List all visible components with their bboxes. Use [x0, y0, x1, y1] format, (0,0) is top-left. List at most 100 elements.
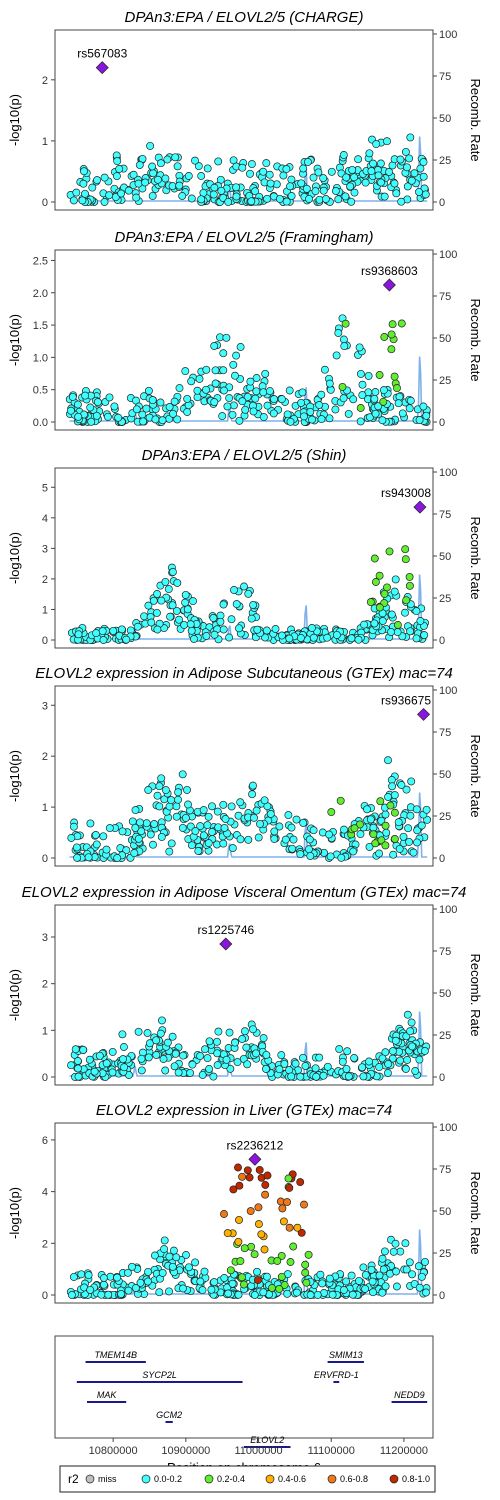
- snp-point-ld: [277, 1272, 286, 1281]
- snp-point-ld: [388, 320, 397, 329]
- snp-point: [161, 174, 170, 183]
- snp-point: [306, 852, 315, 860]
- snp-point: [115, 165, 124, 173]
- snp-point: [334, 195, 343, 204]
- snp-point-ld: [390, 835, 399, 843]
- snp-point: [80, 167, 88, 176]
- recomb-tick-label: 100: [439, 249, 457, 261]
- snp-point: [137, 827, 146, 836]
- snp-point: [167, 839, 176, 848]
- legend-label: miss: [98, 1474, 117, 1484]
- snp-point: [191, 827, 200, 836]
- snp-point: [323, 1062, 332, 1071]
- snp-point: [170, 1062, 179, 1071]
- snp-point-ld: [260, 1245, 269, 1254]
- snp-point: [131, 806, 140, 815]
- snp-point: [165, 403, 174, 411]
- snp-point: [331, 187, 340, 195]
- snp-point: [143, 1029, 152, 1037]
- snp-point: [315, 401, 324, 409]
- snp-point: [155, 782, 164, 791]
- snp-point: [213, 1061, 222, 1070]
- snp-point: [134, 834, 143, 843]
- snp-point: [138, 410, 147, 419]
- legend-swatch: [85, 1474, 95, 1484]
- snp-point: [342, 173, 351, 182]
- y-tick-label: 4: [42, 1187, 48, 1199]
- snp-point-ld: [387, 345, 396, 354]
- snp-point: [163, 155, 172, 164]
- snp-point-ld: [377, 836, 386, 845]
- snp-point: [271, 625, 280, 633]
- snp-points: [67, 545, 429, 644]
- y-tick-label: 0: [42, 1290, 48, 1302]
- snp-point: [220, 823, 229, 832]
- snp-point: [405, 837, 414, 846]
- snp-point: [203, 1054, 212, 1063]
- recomb-tick-label: 100: [439, 29, 457, 41]
- snp-point: [406, 396, 415, 405]
- y-axis-label: -log10(p): [7, 1187, 22, 1239]
- snp-point: [344, 1072, 353, 1081]
- snp-point: [78, 196, 87, 205]
- snp-point: [262, 1050, 271, 1059]
- snp-point: [252, 806, 261, 815]
- snp-point-ld: [239, 1280, 248, 1289]
- snp-point: [296, 850, 305, 859]
- snp-point: [381, 1282, 390, 1291]
- snp-point: [387, 610, 396, 619]
- snp-point: [72, 188, 81, 197]
- snp-point: [404, 824, 413, 833]
- snp-point-ld: [387, 330, 396, 339]
- panel-title: ELOVL2 expression in Liver (GTEx) mac=74: [96, 1102, 392, 1119]
- snp-point: [384, 756, 392, 765]
- snp-point: [292, 815, 301, 824]
- snp-point: [349, 395, 358, 404]
- snp-point: [213, 807, 222, 816]
- snp-point: [157, 596, 166, 605]
- plot-frame: [54, 467, 434, 649]
- snp-point: [222, 1055, 231, 1064]
- snp-point: [367, 167, 376, 176]
- snp-point: [69, 822, 78, 831]
- y-tick-label: 2: [42, 1238, 48, 1250]
- snp-point: [269, 409, 278, 418]
- lead-snp-label: rs2236212: [227, 1138, 284, 1152]
- snp-point: [113, 1273, 122, 1282]
- snp-point: [168, 1032, 177, 1041]
- snp-point: [349, 847, 358, 856]
- snp-point: [387, 628, 395, 636]
- snp-point: [108, 1068, 117, 1077]
- lead-snp-label: rs567083: [77, 47, 127, 61]
- snp-point: [219, 366, 228, 375]
- legend-label: 0.6-0.8: [340, 1474, 368, 1484]
- snp-point: [249, 407, 258, 416]
- recomb-axis-label: Recomb. Rate: [468, 298, 483, 381]
- snp-point: [415, 416, 424, 424]
- snp-point: [74, 412, 83, 421]
- snp-point-ld: [356, 404, 365, 412]
- snp-point: [397, 197, 406, 206]
- snp-point: [287, 192, 296, 200]
- snp-point: [253, 625, 262, 634]
- snp-point: [81, 189, 89, 198]
- snp-point: [172, 1253, 181, 1262]
- snp-point: [223, 402, 232, 411]
- snp-point: [122, 635, 131, 644]
- recomb-tick-label: 0: [439, 417, 445, 429]
- snp-point: [358, 380, 367, 389]
- snp-point: [394, 399, 403, 408]
- recomb-tick-label: 0: [439, 635, 445, 647]
- recomb-tick-label: 0: [439, 1072, 445, 1084]
- snp-point-ld: [375, 571, 384, 580]
- y-tick-label: 0.0: [33, 417, 48, 429]
- snp-point: [347, 1271, 356, 1280]
- snp-point-ld: [253, 1276, 262, 1285]
- snp-point: [183, 605, 192, 614]
- snp-point: [356, 369, 365, 378]
- snp-point: [118, 1030, 127, 1039]
- snp-point: [200, 1267, 209, 1276]
- snp-point: [403, 1010, 412, 1019]
- snp-point: [139, 417, 148, 426]
